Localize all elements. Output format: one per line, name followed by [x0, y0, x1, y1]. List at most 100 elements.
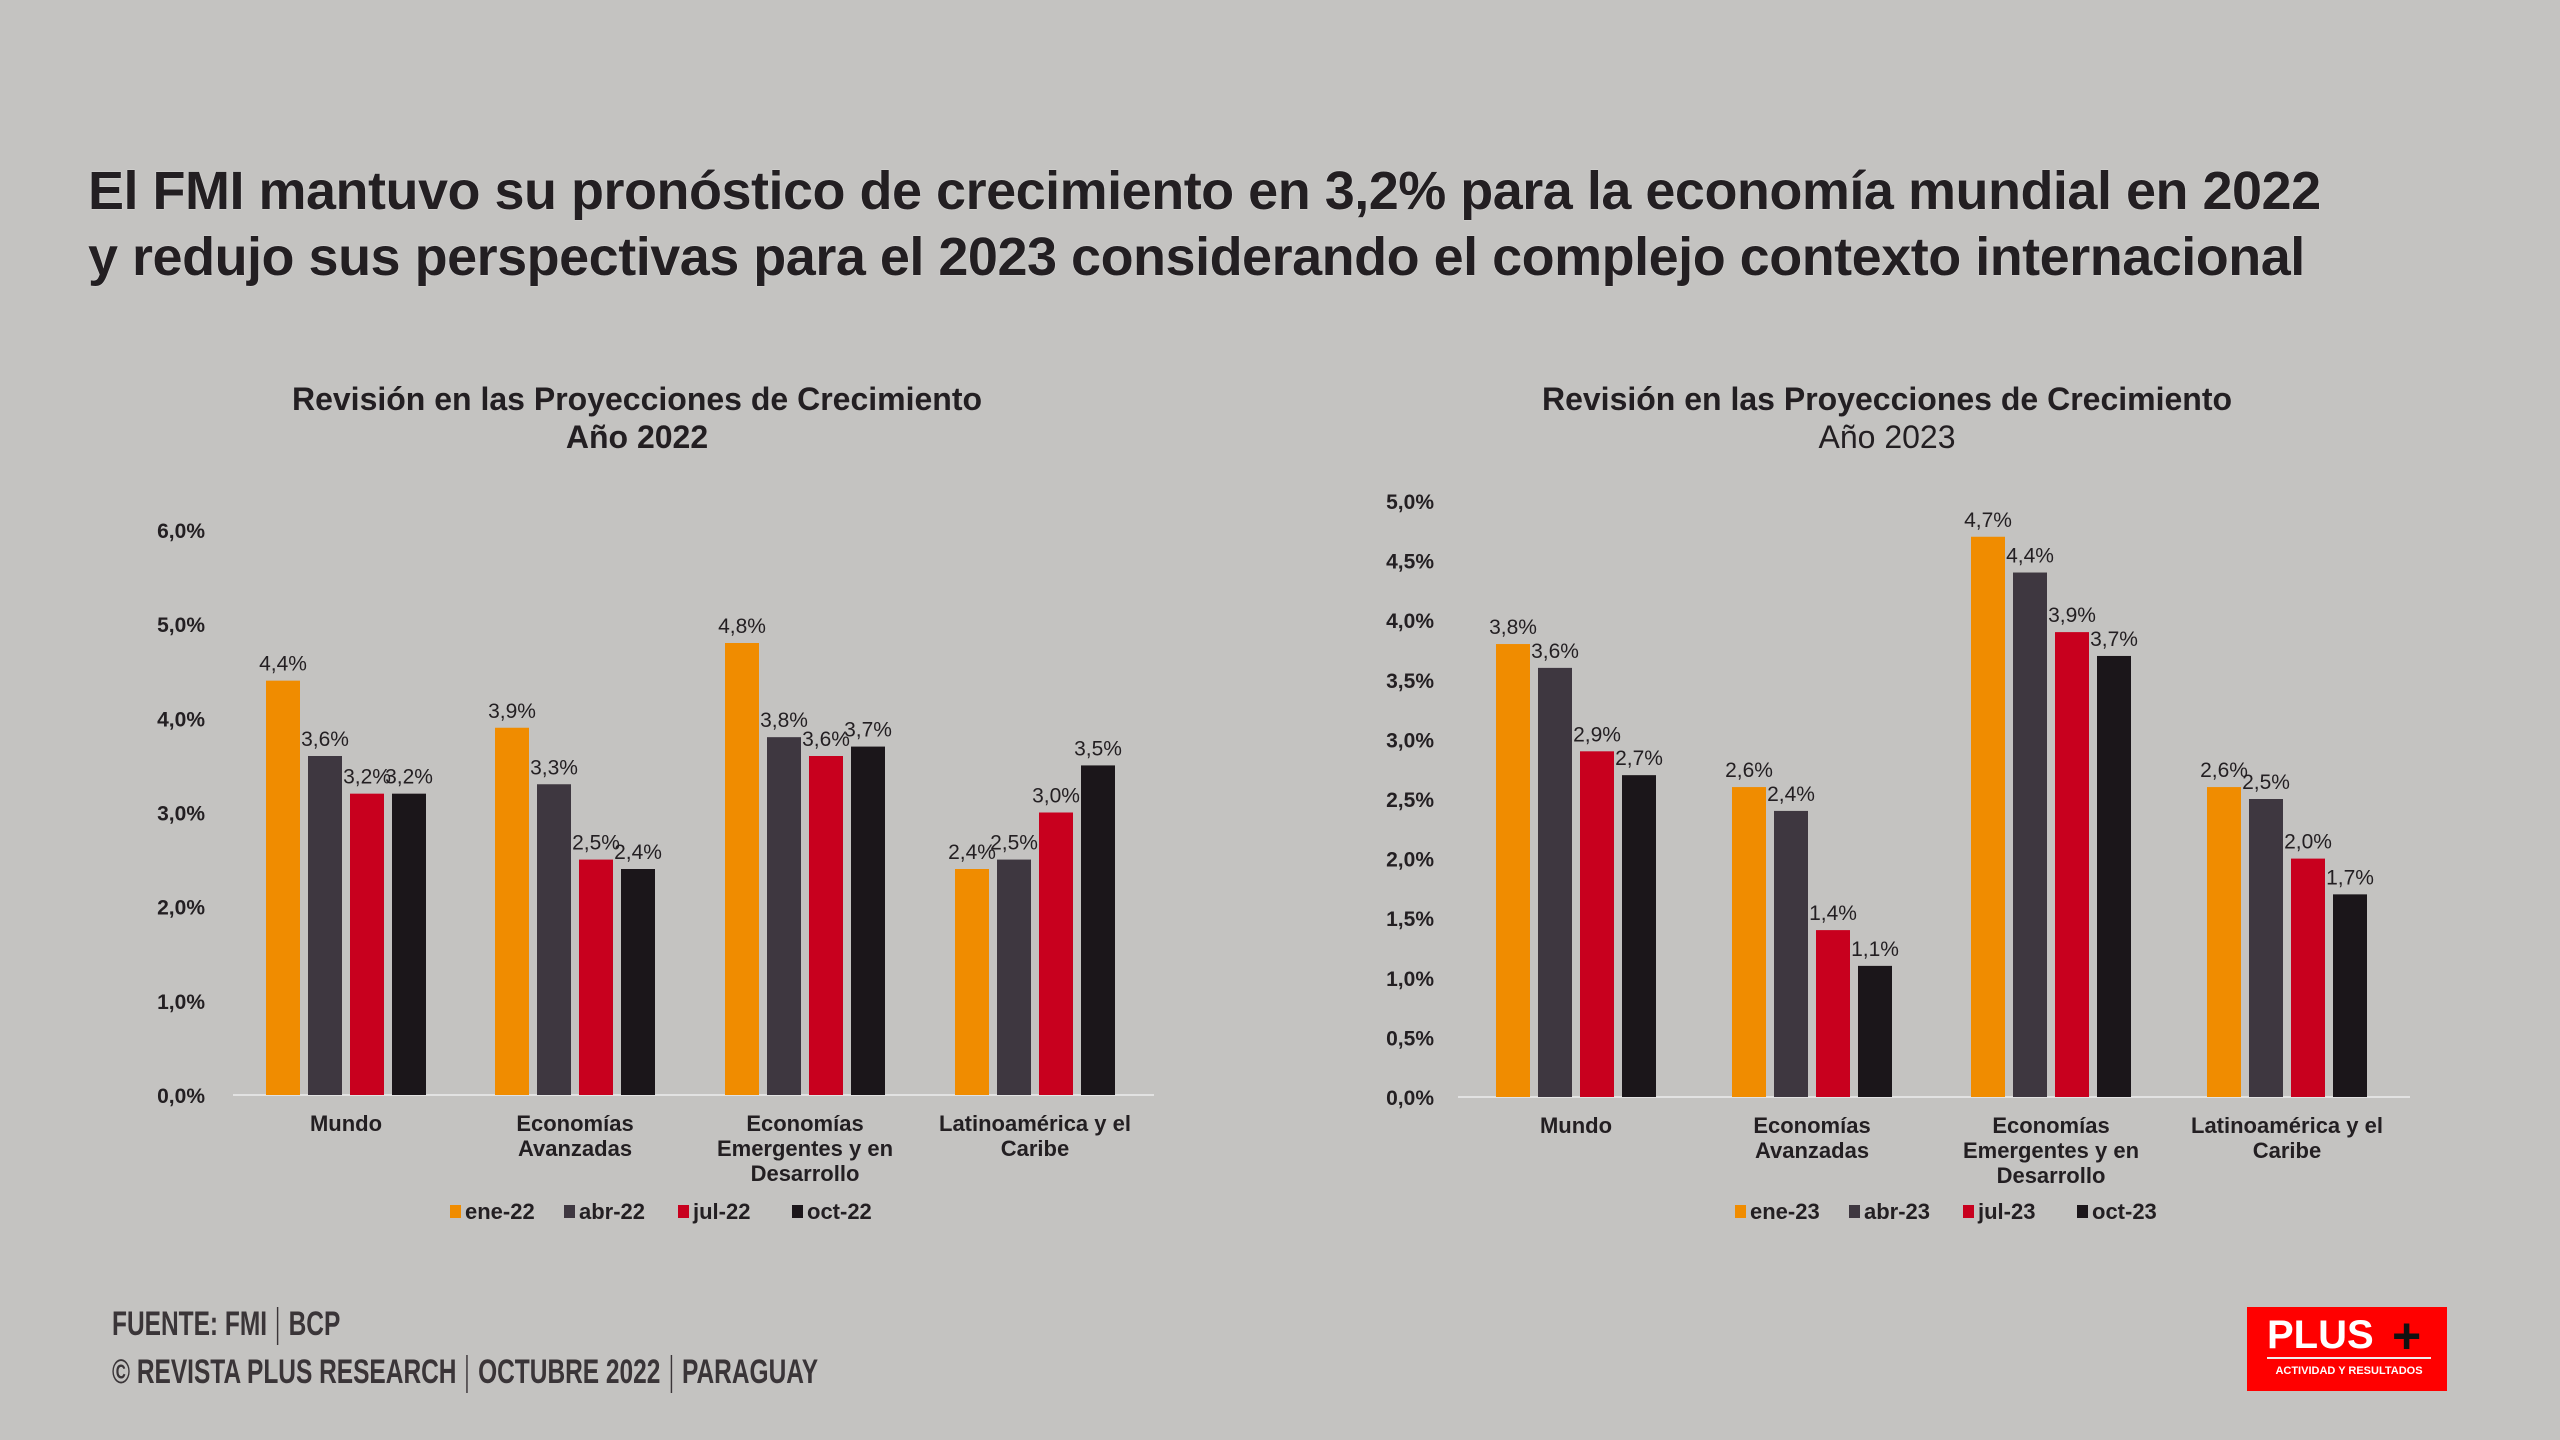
data-label: 4,7%	[1964, 509, 2012, 532]
data-label: 2,5%	[990, 832, 1038, 855]
legend-label: oct-22	[807, 1199, 872, 1224]
bar-jul-22	[350, 793, 384, 1095]
x-category-label: Caribe	[1001, 1136, 1069, 1161]
y-tick-label: 4,0%	[1386, 610, 1434, 633]
data-label: 3,3%	[530, 756, 578, 779]
bar-jul-23	[2055, 632, 2089, 1097]
x-category-label: Emergentes y en	[717, 1136, 893, 1161]
y-tick-label: 5,0%	[157, 614, 205, 637]
bar-ene-22	[266, 680, 300, 1095]
data-label: 3,6%	[1531, 640, 1579, 663]
y-tick-label: 4,5%	[1386, 551, 1434, 574]
x-category-label: Caribe	[2253, 1138, 2321, 1163]
data-label: 3,5%	[1074, 737, 1122, 760]
y-tick-label: 1,0%	[157, 991, 205, 1014]
data-label: 3,7%	[2090, 628, 2138, 651]
footer-country: PARAGUAY	[681, 1353, 819, 1391]
y-tick-label: 6,0%	[157, 520, 205, 543]
y-tick-label: 1,0%	[1386, 968, 1434, 991]
bar-oct-23	[2333, 894, 2367, 1097]
data-label: 2,4%	[948, 841, 996, 864]
legend-label: jul-23	[1977, 1199, 2035, 1224]
x-category-label: Economías	[1992, 1113, 2109, 1138]
title-line-1: El FMI mantuvo su pronóstico de crecimie…	[88, 161, 2321, 221]
data-label: 2,4%	[1767, 783, 1815, 806]
bar-abr-22	[537, 784, 571, 1095]
bar-abr-23	[2013, 572, 2047, 1097]
bar-jul-22	[809, 756, 843, 1095]
bar-oct-22	[621, 869, 655, 1095]
legend-label: abr-23	[1864, 1199, 1930, 1224]
data-label: 2,4%	[614, 841, 662, 864]
y-tick-label: 0,5%	[1386, 1027, 1434, 1050]
data-label: 2,5%	[572, 832, 620, 855]
legend-label: oct-23	[2092, 1199, 2157, 1224]
y-tick-label: 2,0%	[1386, 849, 1434, 872]
bar-ene-23	[1496, 644, 1530, 1097]
data-label: 3,9%	[2048, 604, 2096, 627]
bar-oct-23	[1858, 965, 1892, 1097]
divider	[670, 1355, 672, 1394]
bar-abr-23	[2249, 799, 2283, 1097]
x-category-label: Latinoamérica y el	[2191, 1113, 2383, 1138]
data-label: 1,1%	[1851, 938, 1899, 961]
data-label: 4,4%	[259, 653, 307, 676]
y-tick-label: 2,5%	[1386, 789, 1434, 812]
logo-word: PLUS	[2267, 1313, 2374, 1357]
divider	[466, 1355, 469, 1394]
footer-source-2: BCP	[288, 1305, 341, 1343]
chart-subtitle: Año 2022	[566, 419, 708, 455]
x-category-label: Mundo	[310, 1111, 382, 1136]
y-tick-label: 4,0%	[157, 708, 205, 731]
data-label: 2,0%	[2284, 831, 2332, 854]
title-line-2: y redujo sus perspectivas para el 2023 c…	[88, 227, 2305, 287]
bar-abr-23	[1774, 810, 1808, 1097]
data-label: 3,0%	[1032, 785, 1080, 808]
chart-title: Revisión en las Proyecciones de Crecimie…	[1542, 381, 2232, 417]
bar-oct-22	[1081, 765, 1115, 1095]
bar-jul-22	[1039, 812, 1073, 1095]
data-label: 2,5%	[2242, 771, 2290, 794]
x-category-label: Desarrollo	[1997, 1163, 2106, 1188]
bar-oct-22	[851, 746, 885, 1095]
y-tick-label: 2,0%	[157, 897, 205, 920]
x-category-label: Emergentes y en	[1963, 1138, 2139, 1163]
legend-swatch	[1735, 1205, 1746, 1218]
legend-swatch	[1963, 1205, 1974, 1218]
legend-label: jul-22	[692, 1199, 750, 1224]
bar-abr-22	[997, 859, 1031, 1095]
logo-divider	[2267, 1357, 2431, 1359]
plus-logo: PLUS + ACTIVIDAD Y RESULTADOS	[2247, 1307, 2447, 1391]
bar-ene-22	[725, 643, 759, 1095]
bar-abr-23	[1538, 667, 1572, 1097]
data-label: 1,7%	[2326, 866, 2374, 889]
bar-jul-23	[1580, 751, 1614, 1097]
data-label: 3,2%	[343, 766, 391, 789]
footer-credit: © REVISTA PLUS RESEARCH	[112, 1353, 457, 1391]
logo-tagline: ACTIVIDAD Y RESULTADOS	[2275, 1365, 2423, 1377]
y-tick-label: 0,0%	[157, 1085, 205, 1108]
footer-date: OCTUBRE 2022	[478, 1353, 661, 1391]
x-category-label: Avanzadas	[1755, 1138, 1869, 1163]
bar-ene-23	[1732, 787, 1766, 1097]
footer-source: FUENTE: FMI	[112, 1305, 268, 1343]
divider	[277, 1307, 279, 1346]
legend-label: ene-23	[1750, 1199, 1820, 1224]
data-label: 2,6%	[1725, 759, 1773, 782]
bar-jul-23	[1816, 930, 1850, 1097]
legend-swatch	[564, 1205, 575, 1218]
bar-ene-23	[2207, 787, 2241, 1097]
data-label: 4,8%	[718, 615, 766, 638]
bar-ene-23	[1971, 536, 2005, 1097]
legend-swatch	[2077, 1205, 2088, 1218]
legend-swatch	[450, 1205, 461, 1218]
bar-jul-22	[579, 859, 613, 1095]
x-category-label: Economías	[746, 1111, 863, 1136]
data-label: 2,7%	[1615, 747, 1663, 770]
data-label: 2,9%	[1573, 723, 1621, 746]
bar-oct-22	[392, 793, 426, 1095]
bar-jul-23	[2291, 858, 2325, 1097]
legend-label: abr-22	[579, 1199, 645, 1224]
data-label: 3,6%	[802, 728, 850, 751]
legend-swatch	[678, 1205, 689, 1218]
